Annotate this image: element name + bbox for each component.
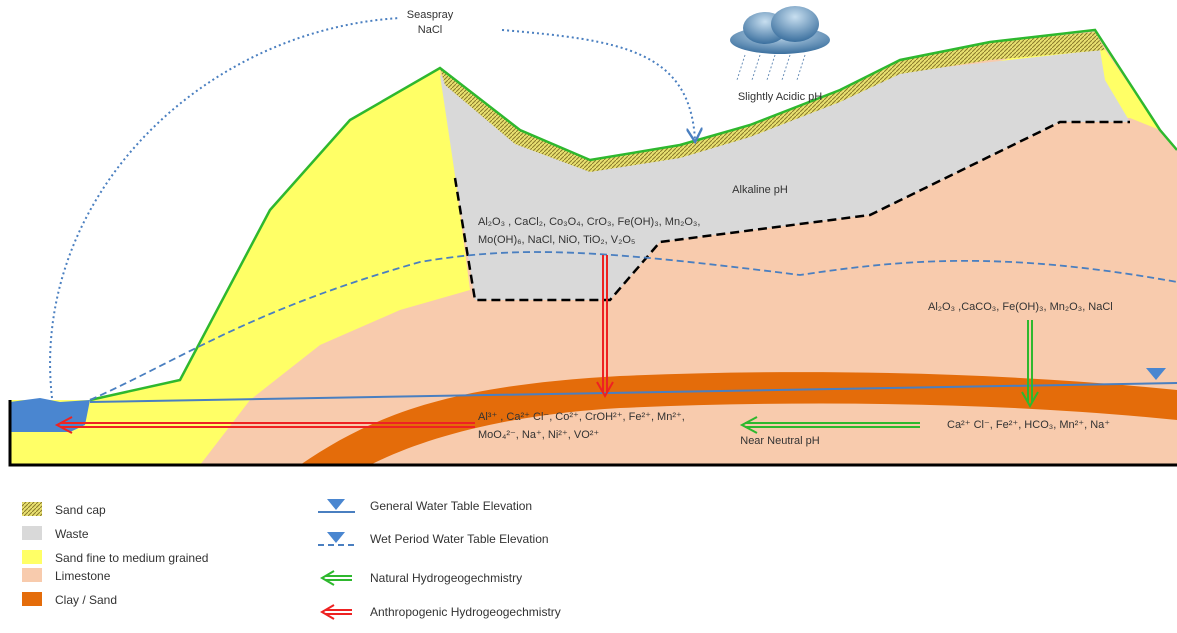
label: Mo(OH)₆, NaCl, NiO, TiO₂, V₂O₅ bbox=[478, 234, 635, 246]
legend-label: Sand cap bbox=[55, 503, 106, 517]
anthropogenic-arrow bbox=[54, 255, 614, 434]
label: Alkaline pH bbox=[732, 184, 788, 196]
sand bbox=[10, 68, 470, 465]
legend-arrow bbox=[320, 604, 352, 620]
legend-label: Clay / Sand bbox=[55, 593, 117, 607]
legend-label: Wet Period Water Table Elevation bbox=[370, 532, 549, 546]
wet-water-table bbox=[89, 251, 1177, 401]
cross-section: Seaspray NaCl Slightly Acidic pH Alkalin… bbox=[8, 6, 1177, 467]
water-table-symbol bbox=[1146, 368, 1166, 380]
waste-boundary bbox=[453, 120, 1130, 302]
legend-symbol bbox=[327, 532, 345, 543]
label: Al³⁺ , Ca²⁺ Cl⁻, Co²⁺, CrOH²⁺, Fe²⁺, Mn²… bbox=[478, 411, 685, 423]
swatch bbox=[22, 568, 42, 582]
legend: Sand cap Waste Sand fine to medium grain… bbox=[22, 499, 561, 620]
label: Ca²⁺ Cl⁻, Fe²⁺, HCO₃, Mn²⁺, Na⁺ bbox=[947, 419, 1110, 431]
ground-surface bbox=[89, 28, 1177, 402]
legend-label: General Water Table Elevation bbox=[370, 499, 532, 513]
waste bbox=[440, 50, 1130, 300]
seaspray-right bbox=[501, 29, 695, 140]
label: Seaspray bbox=[407, 9, 454, 21]
water-table bbox=[89, 382, 1177, 403]
swatch bbox=[22, 502, 42, 516]
legend-label: Anthropogenic Hydrogeogechmistry bbox=[370, 605, 561, 619]
legend-label: Waste bbox=[55, 527, 89, 541]
legend-label: Sand fine to medium grained bbox=[55, 551, 208, 565]
swatch bbox=[22, 550, 42, 564]
natural-arrow bbox=[739, 320, 1039, 434]
seaspray-left bbox=[49, 17, 401, 399]
baseline bbox=[8, 400, 1177, 467]
cloud bbox=[730, 6, 830, 81]
swatch bbox=[22, 592, 42, 606]
label: Al₂O₃ , CaCl₂, Co₃O₄, CrO₃, Fe(OH)₃, Mn₂… bbox=[478, 216, 700, 228]
label: Near Neutral pH bbox=[740, 435, 820, 447]
sand-cap bbox=[440, 32, 1105, 172]
legend-label: Natural Hydrogeogechmistry bbox=[370, 571, 522, 585]
legend-arrow bbox=[320, 570, 352, 586]
label: NaCl bbox=[418, 24, 442, 36]
label: Al₂O₃ ,CaCO₃, Fe(OH)₃, Mn₂O₃, NaCl bbox=[928, 301, 1113, 313]
label: MoO₄²⁻, Na⁺, Ni²⁺, VO²⁺ bbox=[478, 429, 599, 441]
label: Slightly Acidic pH bbox=[738, 91, 822, 103]
legend-symbol bbox=[327, 499, 345, 510]
legend-label: Limestone bbox=[55, 569, 111, 583]
swatch bbox=[22, 526, 42, 540]
